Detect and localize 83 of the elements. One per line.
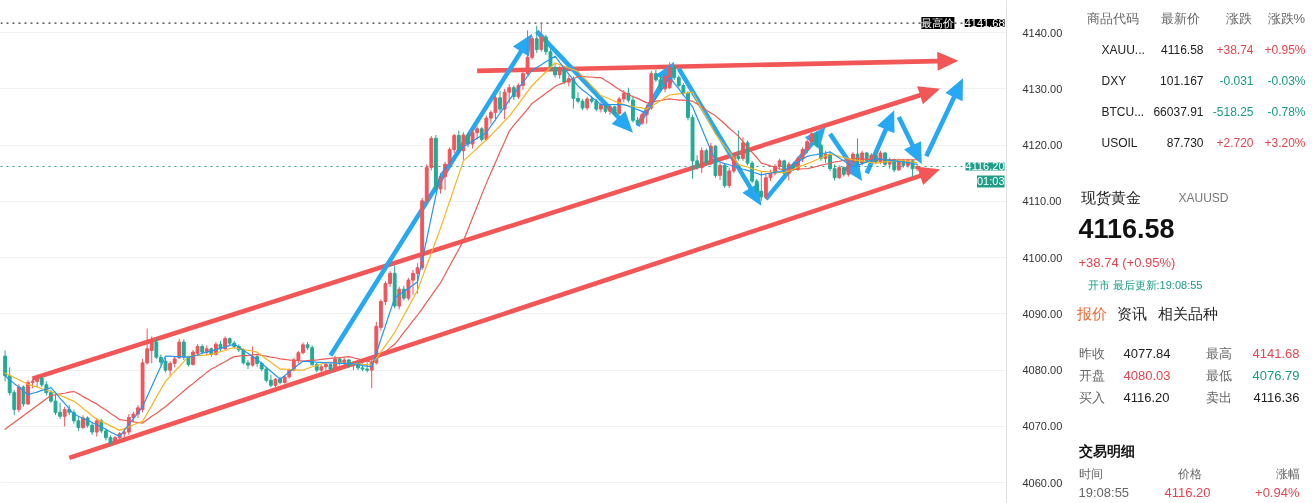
candlestick (397, 286, 402, 310)
y-tick-label: 4070.00 (1022, 420, 1063, 433)
candlestick (571, 75, 576, 110)
text: 4116.20 (965, 160, 1005, 173)
y-tick-label: 4100.00 (1022, 251, 1063, 264)
candlestick (741, 136, 745, 162)
y-tick-label: 4110.00 (1022, 195, 1062, 208)
text: 涨跌 (1225, 11, 1252, 26)
y-tick-label: 4140.00 (1022, 26, 1063, 39)
text: 4116.20 (1123, 390, 1170, 405)
candlestick (149, 335, 154, 364)
y-tick-label: 4130.00 (1022, 82, 1063, 95)
text: 开盘 (1078, 368, 1105, 383)
text: 涨跌% (1267, 11, 1306, 26)
text: 昨收 (1078, 346, 1105, 361)
text: 涨幅 (1275, 466, 1300, 481)
text: -0.03% (1267, 73, 1306, 88)
text: -0.78% (1267, 104, 1306, 119)
text: 4116.20 (1164, 485, 1211, 500)
y-tick-label: 4060.00 (1022, 476, 1063, 489)
candlestick (498, 90, 502, 113)
text: +2.720 (1216, 136, 1254, 150)
text: 时间 (1078, 466, 1103, 481)
text: 相关品种 (1157, 305, 1218, 322)
candlestick (461, 131, 466, 161)
text: 商品代码 (1086, 11, 1139, 26)
y-tick-label: 4120.00 (1022, 139, 1063, 152)
candlestick (181, 338, 186, 361)
candlestick (16, 383, 21, 413)
text: -518.25 (1212, 105, 1254, 119)
candlestick (736, 129, 741, 162)
text: 交易明细 (1077, 442, 1135, 459)
text: 开市 最后更新:19:08:55 (1087, 278, 1203, 291)
candlestick (250, 346, 255, 368)
candlestick (323, 362, 328, 373)
text: 4116.36 (1253, 390, 1300, 405)
text: 101.167 (1160, 74, 1204, 88)
text: 买入 (1078, 390, 1105, 405)
candlestick (62, 406, 67, 427)
y-tick-label: 4080.00 (1022, 364, 1063, 377)
text: 卖出 (1205, 390, 1232, 405)
candlestick (722, 162, 727, 189)
annotation: 01:03 (976, 175, 1005, 188)
text: 4076.79 (1252, 368, 1300, 383)
text: 最高 (1205, 346, 1232, 361)
text: 价格 (1176, 466, 1202, 481)
text: 现货黄金 (1080, 189, 1141, 206)
candlestick (539, 22, 544, 53)
text: 4116.58 (1161, 43, 1204, 57)
text: +38.74 (+0.95%) (1078, 255, 1176, 270)
text: 资讯 (1116, 305, 1147, 322)
text: 4077.84 (1123, 346, 1171, 361)
text: 最新价 (1160, 11, 1200, 26)
text: 4141.68 (1252, 346, 1300, 361)
candlestick (406, 277, 411, 301)
ref-line-label: 最高价 (921, 17, 955, 30)
candlestick (493, 95, 498, 120)
text: 66037.91 (1153, 105, 1204, 119)
candlestick (534, 25, 539, 54)
text: 最低 (1205, 368, 1232, 383)
text: 4080.03 (1123, 368, 1171, 383)
text: +0.94% (1255, 485, 1300, 500)
text: XAUUSD (1178, 190, 1229, 205)
candlestick (502, 88, 507, 120)
y-tick-label: 4090.00 (1022, 307, 1063, 320)
text: 4116.58 (1078, 214, 1175, 244)
text: 报价 (1075, 305, 1107, 322)
text: +3.20% (1264, 135, 1306, 150)
candlestick (699, 146, 704, 174)
candlestick (759, 170, 764, 202)
text: 87.730 (1166, 136, 1204, 150)
text: +0.95% (1264, 42, 1306, 57)
text: DXY (1101, 73, 1127, 88)
text: BTCU... (1101, 104, 1145, 119)
text: -0.031 (1219, 74, 1254, 88)
text: +38.74 (1216, 43, 1254, 57)
candlestick (154, 338, 159, 360)
text: 19:08:55 (1078, 485, 1130, 500)
text: XAUU... (1101, 42, 1145, 57)
text: 4141.68 (964, 17, 1005, 30)
candlestick (667, 61, 672, 90)
candlestick (177, 338, 182, 360)
text: USOIL (1101, 135, 1138, 150)
